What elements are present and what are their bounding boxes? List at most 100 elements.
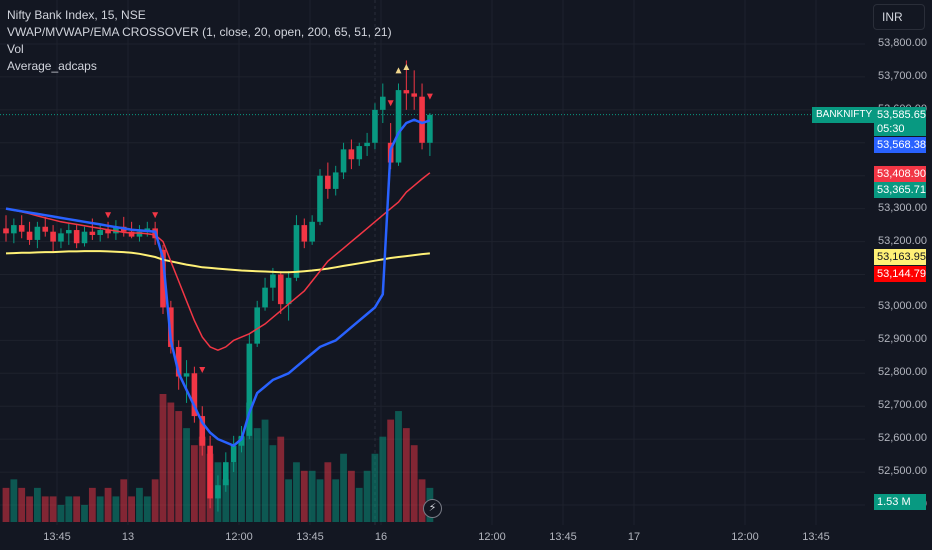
- lightning-icon[interactable]: ⚡︎: [423, 499, 442, 518]
- legend-indicator-vol[interactable]: Vol: [7, 42, 24, 56]
- price-axis-label: 52,900.00: [878, 333, 927, 346]
- candle-body: [128, 231, 135, 237]
- price-axis-label: 52,700.00: [878, 399, 927, 412]
- price-axis-label: 53,200.00: [878, 234, 927, 247]
- candle-body: [254, 307, 260, 344]
- time-axis-label: 13: [121, 531, 135, 543]
- time-axis-label: 17: [627, 531, 641, 543]
- legend-symbol[interactable]: Nifty Bank Index, 15, NSE: [7, 8, 146, 22]
- candle-body: [105, 230, 111, 234]
- buy-signal-marker: [395, 67, 402, 74]
- volume-bar: [379, 436, 387, 522]
- sell-signal-marker: [426, 93, 433, 100]
- candle-body: [26, 231, 33, 240]
- candle-body: [395, 90, 402, 163]
- volume-bar: [371, 453, 379, 522]
- time-axis-label: 13:45: [43, 531, 71, 543]
- volume-bar: [293, 462, 300, 522]
- sell-signal-marker: [152, 212, 159, 219]
- candle-body: [238, 435, 245, 446]
- volume-bar: [96, 496, 104, 522]
- volume-tag: 1.53 M: [874, 494, 926, 510]
- volume-bar: [128, 496, 135, 522]
- candle-body: [183, 373, 190, 377]
- volume-bar: [253, 428, 261, 522]
- volume-bar: [198, 436, 206, 522]
- price-axis-label: 52,800.00: [878, 366, 927, 379]
- candle-body: [81, 231, 88, 244]
- candle-body: [293, 225, 300, 278]
- candle-body: [136, 231, 143, 237]
- candle-body: [175, 346, 182, 377]
- candle-body: [317, 175, 323, 222]
- volume-bar: [183, 428, 190, 522]
- candles: [3, 60, 433, 512]
- indicator-lines: [5, 118, 431, 448]
- countdown: 05:30: [877, 123, 905, 135]
- volume-bar: [57, 504, 65, 522]
- candle-body: [230, 445, 237, 463]
- volume-bars: [2, 394, 434, 522]
- volume-bar: [418, 479, 426, 522]
- time-axis-label: 16: [374, 531, 388, 543]
- volume-bar: [410, 445, 418, 522]
- volume-bar: [277, 436, 285, 522]
- time-axis-label: 12:00: [225, 531, 253, 543]
- volume-bar: [88, 487, 96, 522]
- volume-bar: [73, 496, 81, 522]
- candle-body: [348, 149, 355, 160]
- volume-bar: [191, 445, 198, 522]
- volume-bar: [18, 487, 26, 522]
- chart-legend[interactable]: Nifty Bank Index, 15, NSE VWAP/MVWAP/EMA…: [7, 7, 392, 75]
- last-price-tag: 53,585.65 05:30: [874, 107, 926, 136]
- candle-body: [191, 373, 198, 417]
- candle-body: [58, 233, 64, 242]
- sell-signal-marker: [105, 212, 112, 219]
- volume-bar: [167, 402, 175, 522]
- candle-body: [380, 96, 386, 110]
- candle-body: [89, 231, 96, 235]
- indicator-price-tag: 53,144.79: [874, 266, 926, 282]
- volume-bar: [387, 419, 395, 522]
- legend-indicator-vwap-crossover[interactable]: VWAP/MVWAP/EMA CROSSOVER (1, close, 20, …: [7, 25, 392, 39]
- volume-bar: [112, 496, 120, 522]
- sell-signal-marker: [199, 366, 206, 373]
- candle-body: [18, 225, 25, 232]
- currency-selector[interactable]: INR: [873, 4, 925, 30]
- candle-body: [411, 93, 417, 97]
- volume-bar: [222, 479, 230, 522]
- volume-bar: [285, 479, 292, 522]
- legend-indicator-average-adcaps[interactable]: Average_adcaps: [7, 59, 97, 73]
- candle-body: [215, 485, 221, 499]
- candle-body: [168, 307, 174, 347]
- volume-bar: [324, 462, 332, 522]
- candle-body: [66, 230, 72, 234]
- indicator-price-tag: 53,568.38: [874, 137, 926, 153]
- candle-body: [270, 274, 276, 288]
- price-axis-label: 53,700.00: [878, 69, 927, 82]
- volume-bar: [2, 487, 10, 522]
- volume-bar: [316, 479, 324, 522]
- time-axis-label: 12:00: [731, 531, 759, 543]
- grid: [0, 0, 865, 525]
- volume-bar: [159, 394, 167, 522]
- candle-body: [372, 109, 378, 143]
- volume-bar: [41, 496, 49, 522]
- volume-bar: [300, 470, 308, 522]
- candle-body: [325, 175, 331, 189]
- candle-body: [332, 172, 339, 189]
- price-axis-label: 53,000.00: [878, 300, 927, 313]
- volume-bar: [269, 445, 277, 522]
- volume-bar: [261, 419, 269, 522]
- candle-body: [364, 142, 370, 147]
- volume-bar: [245, 402, 253, 522]
- volume-bar: [49, 496, 57, 522]
- ema-yellow-line: [5, 250, 430, 274]
- volume-bar: [120, 479, 128, 522]
- candle-body: [403, 90, 410, 94]
- volume-bar: [34, 487, 41, 522]
- candle-body: [246, 343, 253, 436]
- candle-body: [207, 445, 213, 499]
- volume-bar: [238, 436, 245, 522]
